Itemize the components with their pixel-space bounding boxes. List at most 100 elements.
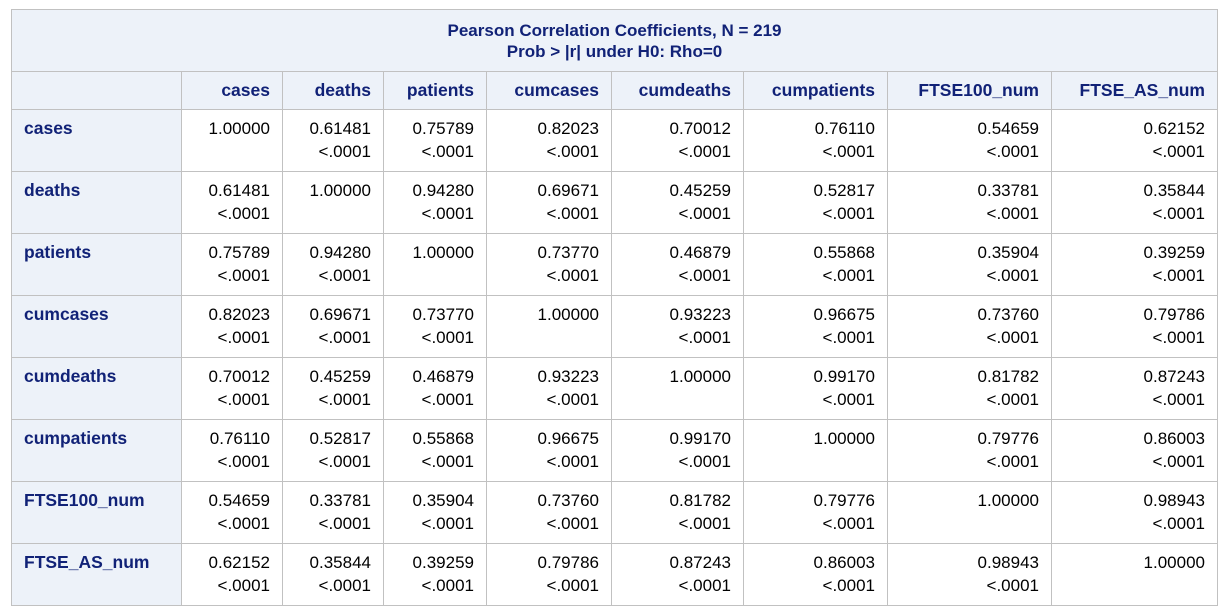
correlation-cell: 0.73770 <.0001 — [383, 295, 487, 358]
correlation-cell: 0.61481 <.0001 — [282, 109, 384, 172]
coefficient-value: 1.00000 — [977, 491, 1039, 510]
coefficient-value: 0.75789 — [208, 243, 270, 262]
correlation-cell: 1.00000 — [743, 419, 888, 482]
p-value: <.0001 — [678, 142, 731, 161]
column-header-cumpatients: cumpatients — [743, 71, 888, 110]
correlation-cell: 0.35904 <.0001 — [887, 233, 1052, 296]
table-row: cumcases 0.82023 <.0001 0.69671 <.0001 0.7377… — [11, 295, 1218, 358]
correlation-cell: 0.99170 <.0001 — [611, 419, 744, 482]
p-value: <.0001 — [986, 576, 1039, 595]
column-header-row: cases deaths patients cumcases cumdeaths cump… — [11, 71, 1218, 110]
p-value: <.0001 — [822, 390, 875, 409]
p-value: <.0001 — [421, 390, 474, 409]
correlation-cell: 0.99170 <.0001 — [743, 357, 888, 420]
table-row: FTSE_AS_num 0.62152 <.0001 0.35844 <.0001 0.3… — [11, 543, 1218, 606]
coefficient-value: 1.00000 — [669, 367, 731, 386]
correlation-cell: 0.87243 <.0001 — [611, 543, 744, 606]
p-value: <.0001 — [318, 514, 371, 533]
p-value: <.0001 — [822, 514, 875, 533]
row-header-deaths: deaths — [11, 171, 182, 234]
table-row: FTSE100_num 0.54659 <.0001 0.33781 <.0001 0.3… — [11, 481, 1218, 544]
p-value: <.0001 — [546, 576, 599, 595]
p-value: <.0001 — [546, 142, 599, 161]
correlation-cell: 0.76110 <.0001 — [743, 109, 888, 172]
p-value: <.0001 — [822, 204, 875, 223]
table-row: deaths 0.61481 <.0001 1.00000 0.94280 <.0001 0… — [11, 171, 1218, 234]
coefficient-value: 0.39259 — [1143, 243, 1205, 262]
correlation-table: Pearson Correlation Coefficients, N = 21… — [11, 9, 1218, 606]
p-value: <.0001 — [318, 266, 371, 285]
correlation-cell: 0.70012 <.0001 — [611, 109, 744, 172]
title-line-2: Prob > |r| under H0: Rho=0 — [506, 41, 723, 61]
p-value: <.0001 — [678, 514, 731, 533]
correlation-cell: 0.62152 <.0001 — [181, 543, 283, 606]
coefficient-value: 0.87243 — [669, 553, 731, 572]
coefficient-value: 0.76110 — [814, 119, 875, 138]
column-header-cases: cases — [181, 71, 283, 110]
correlation-cell: 0.33781 <.0001 — [282, 481, 384, 544]
column-header-ftse100-num: FTSE100_num — [887, 71, 1052, 110]
correlation-cell: 0.62152 <.0001 — [1051, 109, 1218, 172]
correlation-cell: 0.94280 <.0001 — [383, 171, 487, 234]
correlation-cell: 0.93223 <.0001 — [611, 295, 744, 358]
correlation-cell: 0.54659 <.0001 — [181, 481, 283, 544]
correlation-cell: 0.61481 <.0001 — [181, 171, 283, 234]
coefficient-value: 0.82023 — [537, 119, 599, 138]
coefficient-value: 0.94280 — [412, 181, 474, 200]
correlation-cell: 1.00000 — [383, 233, 487, 296]
coefficient-value: 0.73770 — [412, 305, 474, 324]
correlation-cell: 0.75789 <.0001 — [383, 109, 487, 172]
correlation-cell: 0.70012 <.0001 — [181, 357, 283, 420]
correlation-cell: 0.76110 <.0001 — [181, 419, 283, 482]
p-value: <.0001 — [217, 452, 270, 471]
correlation-cell: 0.82023 <.0001 — [181, 295, 283, 358]
coefficient-value: 0.96675 — [813, 305, 875, 324]
p-value: <.0001 — [1152, 266, 1205, 285]
p-value: <.0001 — [986, 390, 1039, 409]
correlation-cell: 1.00000 — [282, 171, 384, 234]
p-value: <.0001 — [546, 204, 599, 223]
correlation-cell: 0.69671 <.0001 — [486, 171, 612, 234]
correlation-cell: 0.54659 <.0001 — [887, 109, 1052, 172]
correlation-cell: 0.33781 <.0001 — [887, 171, 1052, 234]
coefficient-value: 0.55868 — [813, 243, 875, 262]
coefficient-value: 0.70012 — [669, 119, 731, 138]
coefficient-value: 0.69671 — [309, 305, 371, 324]
coefficient-value: 0.79786 — [537, 553, 599, 572]
coefficient-value: 0.79776 — [977, 429, 1039, 448]
correlation-cell: 0.86003 <.0001 — [1051, 419, 1218, 482]
coefficient-value: 0.45259 — [309, 367, 371, 386]
p-value: <.0001 — [1152, 452, 1205, 471]
coefficient-value: 0.35844 — [309, 553, 371, 572]
column-header-deaths: deaths — [282, 71, 384, 110]
p-value: <.0001 — [546, 390, 599, 409]
p-value: <.0001 — [678, 266, 731, 285]
p-value: <.0001 — [318, 576, 371, 595]
correlation-cell: 0.81782 <.0001 — [887, 357, 1052, 420]
correlation-cell: 0.73760 <.0001 — [486, 481, 612, 544]
correlation-cell: 0.81782 <.0001 — [611, 481, 744, 544]
coefficient-value: 0.75789 — [412, 119, 474, 138]
p-value: <.0001 — [421, 204, 474, 223]
correlation-cell: 0.93223 <.0001 — [486, 357, 612, 420]
coefficient-value: 1.00000 — [309, 181, 371, 200]
p-value: <.0001 — [1152, 204, 1205, 223]
table-title: Pearson Correlation Coefficients, N = 21… — [11, 9, 1218, 72]
coefficient-value: 0.79776 — [813, 491, 875, 510]
coefficient-value: 0.98943 — [1143, 491, 1205, 510]
table-row: cases 1.00000 0.61481 <.0001 0.75789 <.0001 0.… — [11, 109, 1218, 172]
coefficient-value: 1.00000 — [1143, 553, 1205, 572]
p-value: <.0001 — [318, 142, 371, 161]
correlation-cell: 1.00000 — [181, 109, 283, 172]
coefficient-value: 1.00000 — [537, 305, 599, 324]
coefficient-value: 0.99170 — [813, 367, 875, 386]
correlation-cell: 0.46879 <.0001 — [383, 357, 487, 420]
correlation-cell: 0.79776 <.0001 — [743, 481, 888, 544]
coefficient-value: 1.00000 — [208, 119, 270, 138]
p-value: <.0001 — [1152, 328, 1205, 347]
correlation-cell: 0.79786 <.0001 — [1051, 295, 1218, 358]
table-row: patients 0.75789 <.0001 0.94280 <.0001 1.0000… — [11, 233, 1218, 296]
p-value: <.0001 — [678, 576, 731, 595]
coefficient-value: 0.87243 — [1143, 367, 1205, 386]
p-value: <.0001 — [546, 514, 599, 533]
